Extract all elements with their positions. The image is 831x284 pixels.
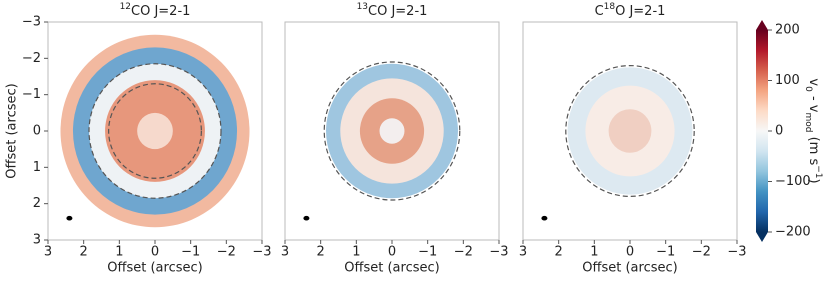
text-part: - v xyxy=(807,92,822,113)
panel-title: 12CO J=2-1 xyxy=(120,2,191,19)
colorbar-tick-label: 0 xyxy=(775,124,783,139)
y-tick-label: 0 xyxy=(33,124,41,139)
y-tick-label: −3 xyxy=(22,15,41,30)
beam xyxy=(303,215,310,221)
colorbar-tick-label: −100 xyxy=(775,174,811,189)
emission-region xyxy=(608,109,652,153)
x-tick-label: 2 xyxy=(555,245,563,260)
x-tick-label: 1 xyxy=(115,245,123,260)
x-tick-label: −3 xyxy=(489,245,508,260)
x-tick-label: 3 xyxy=(281,245,289,260)
emission-region xyxy=(379,118,405,144)
x-tick-label: 3 xyxy=(519,245,527,260)
text-part: ) xyxy=(807,179,822,184)
emission-region xyxy=(137,112,173,150)
colorbar-tick-label: −200 xyxy=(775,225,811,240)
text-part: CO J=2-1 xyxy=(368,4,427,19)
colorbar-extend-min xyxy=(756,232,768,242)
y-tick-label: 1 xyxy=(33,160,41,175)
y-axis-label: Offset (arcsec) xyxy=(5,83,20,178)
y-tick-label: 2 xyxy=(33,196,41,211)
text-part: v xyxy=(807,78,822,86)
x-tick-label: −1 xyxy=(656,245,675,260)
x-tick-label: 2 xyxy=(317,245,325,260)
x-tick-label: −1 xyxy=(418,245,437,260)
beam xyxy=(541,215,548,221)
text-part: (m s xyxy=(807,132,822,165)
text-part: CO J=2-1 xyxy=(131,4,190,19)
x-axis-label: Offset (arcsec) xyxy=(107,261,202,276)
text-part: 13 xyxy=(357,2,368,12)
ring-guide xyxy=(323,61,461,201)
colorbar-extend-max xyxy=(756,20,768,30)
text-part: 12 xyxy=(120,2,131,12)
x-axis-label: Offset (arcsec) xyxy=(582,261,677,276)
colorbar xyxy=(756,30,768,232)
panel-title: 13CO J=2-1 xyxy=(357,2,428,19)
y-tick-label: −2 xyxy=(22,51,41,66)
x-tick-label: −3 xyxy=(252,245,271,260)
x-axis-label: Offset (arcsec) xyxy=(344,261,439,276)
text-part: C xyxy=(595,4,604,19)
x-tick-label: −2 xyxy=(217,245,236,260)
x-tick-label: 0 xyxy=(388,245,396,260)
x-tick-label: −3 xyxy=(727,245,746,260)
text-part: 18 xyxy=(604,2,616,12)
text-part: −1 xyxy=(814,165,824,178)
x-tick-label: −2 xyxy=(692,245,711,260)
colorbar-tick-label: 100 xyxy=(775,73,800,88)
x-tick-label: 2 xyxy=(80,245,88,260)
panel-title: C18O J=2-1 xyxy=(595,2,666,19)
text-part: mod xyxy=(804,112,814,132)
ring-guide xyxy=(108,83,202,179)
x-tick-label: 1 xyxy=(590,245,598,260)
x-tick-label: 0 xyxy=(151,245,159,260)
x-tick-label: 0 xyxy=(626,245,634,260)
y-tick-label: −1 xyxy=(22,87,41,102)
x-tick-label: 3 xyxy=(44,245,52,260)
text-part: O J=2-1 xyxy=(615,4,665,19)
x-tick-label: −2 xyxy=(454,245,473,260)
beam xyxy=(66,215,73,221)
ring-guide xyxy=(88,63,222,199)
x-tick-label: −1 xyxy=(181,245,200,260)
y-tick-label: 3 xyxy=(33,233,41,248)
text-part: 0 xyxy=(804,86,814,92)
colorbar-tick-label: 200 xyxy=(775,23,800,38)
colorbar-label: v0 - vmod (m s−1) xyxy=(804,78,824,183)
x-tick-label: 1 xyxy=(352,245,360,260)
ring-guide xyxy=(565,64,695,198)
